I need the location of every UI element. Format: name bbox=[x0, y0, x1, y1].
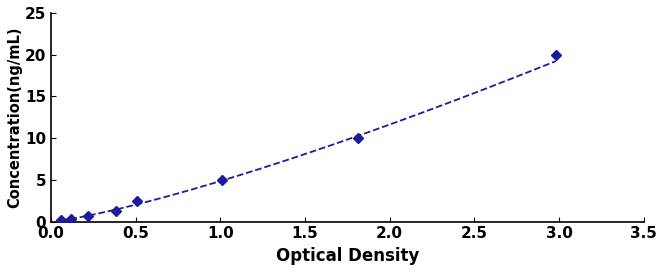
X-axis label: Optical Density: Optical Density bbox=[276, 247, 419, 265]
Y-axis label: Concentration(ng/mL): Concentration(ng/mL) bbox=[7, 27, 22, 208]
